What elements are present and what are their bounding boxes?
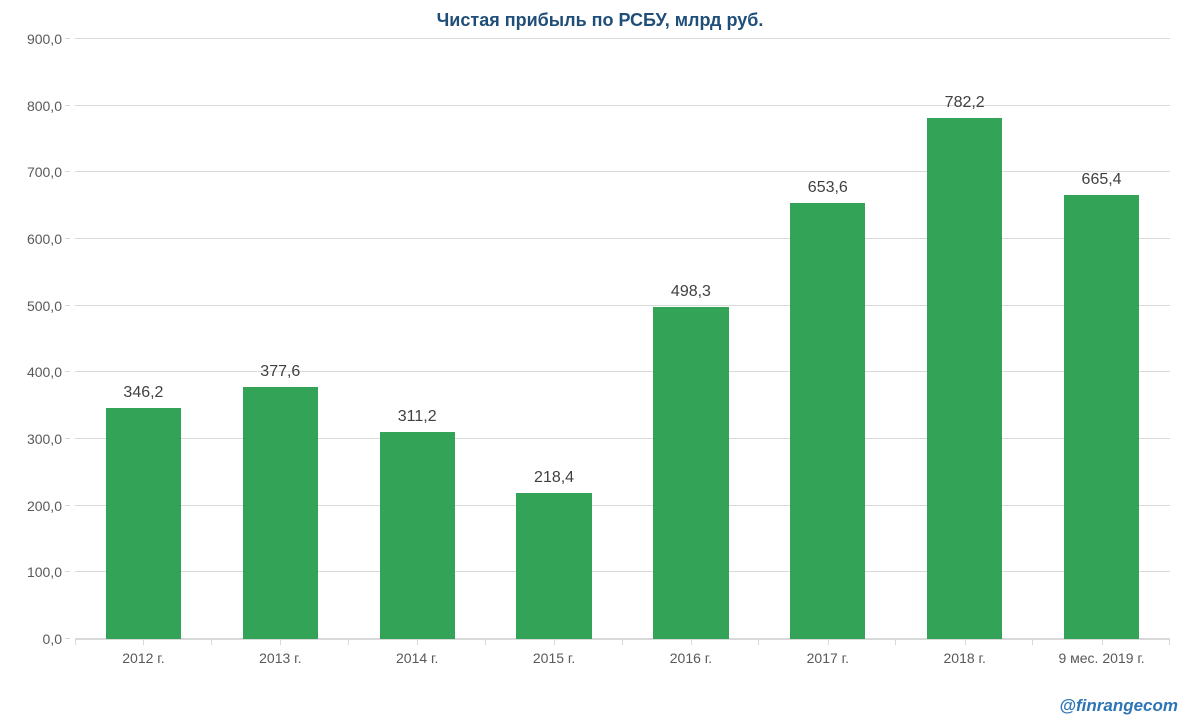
bar: 377,6 [243,387,318,639]
y-axis: 0,0100,0200,0300,0400,0500,0600,0700,080… [20,39,70,639]
y-tick-label: 300,0 [27,431,62,447]
bar: 346,2 [106,408,181,639]
bar-value-label: 218,4 [534,469,574,487]
y-tick-label: 500,0 [27,298,62,314]
x-axis: 2012 г.2013 г.2014 г.2015 г.2016 г.2017 … [75,639,1170,666]
bar: 782,2 [927,118,1002,639]
bar-value-label: 782,2 [945,94,985,112]
bar-value-label: 653,6 [808,179,848,197]
bar-slot: 218,4 [486,39,623,639]
bar-value-label: 346,2 [123,384,163,402]
bar: 311,2 [380,432,455,639]
bar-slot: 346,2 [75,39,212,639]
x-tick-label: 2016 г. [623,640,760,666]
bar: 665,4 [1064,195,1139,639]
bar-value-label: 377,6 [260,363,300,381]
y-tick-label: 200,0 [27,498,62,514]
x-tick-label: 9 мес. 2019 г. [1033,640,1170,666]
bar: 498,3 [653,307,728,639]
x-tick-label: 2017 г. [759,640,896,666]
bar: 218,4 [516,493,591,639]
x-tick-label: 2018 г. [896,640,1033,666]
bar-slot: 653,6 [759,39,896,639]
bar-value-label: 498,3 [671,283,711,301]
bar-slot: 782,2 [896,39,1033,639]
x-tick-label: 2012 г. [75,640,212,666]
bar-value-label: 311,2 [398,408,437,426]
y-tick-label: 0,0 [43,631,62,647]
y-tick-label: 700,0 [27,164,62,180]
chart-container: Чистая прибыль по РСБУ, млрд руб. 0,0100… [0,0,1200,722]
chart-title: Чистая прибыль по РСБУ, млрд руб. [20,10,1180,31]
y-tick-label: 900,0 [27,31,62,47]
bar-slot: 377,6 [212,39,349,639]
watermark: @finrangecom [1059,696,1178,716]
bar-slot: 498,3 [623,39,760,639]
y-tick-label: 400,0 [27,364,62,380]
bar: 653,6 [790,203,865,639]
x-tick-label: 2013 г. [212,640,349,666]
x-tick-label: 2015 г. [486,640,623,666]
y-tick-label: 600,0 [27,231,62,247]
y-tick-label: 100,0 [27,564,62,580]
x-tick-label: 2014 г. [349,640,486,666]
bars-area: 346,2 377,6 311,2 218,4 498,3 653,6 782,2 665,4 [75,39,1170,639]
bar-value-label: 665,4 [1082,171,1122,189]
bar-slot: 311,2 [349,39,486,639]
bar-slot: 665,4 [1033,39,1170,639]
y-tick-label: 800,0 [27,98,62,114]
plot-area: 0,0100,0200,0300,0400,0500,0600,0700,080… [75,39,1170,639]
